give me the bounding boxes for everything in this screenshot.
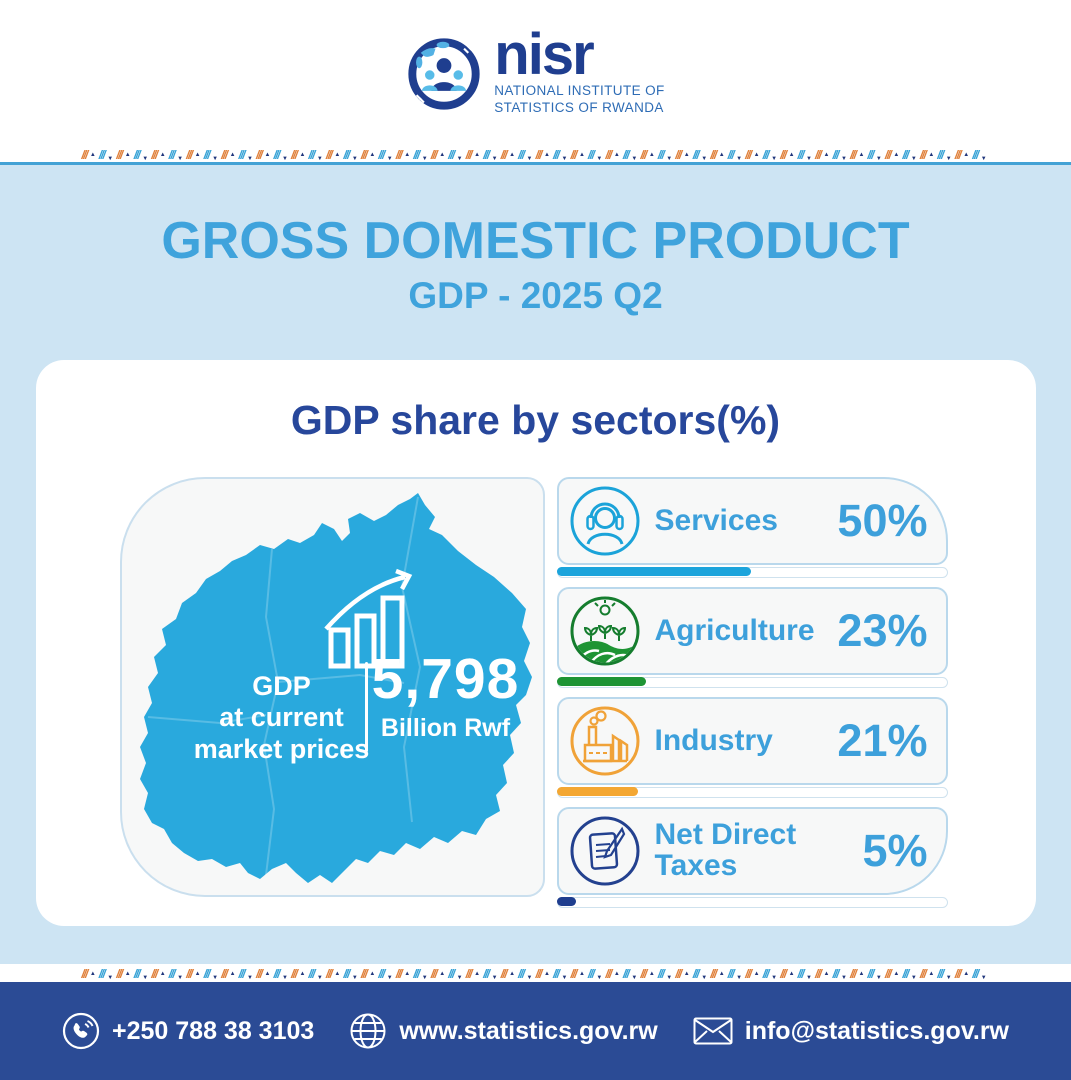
rwanda-map-icon (139, 493, 532, 883)
sector-list: Services 50% (556, 477, 948, 908)
envelope-icon (693, 1017, 733, 1045)
document-pen-icon (570, 816, 639, 886)
nisr-logo: nisr NATIONAL INSTITUTE OF STATISTICS OF… (406, 21, 665, 117)
sectors-card: GDP share by sectors(%) (35, 360, 1036, 926)
logo-text: nisr NATIONAL INSTITUTE OF STATISTICS OF… (494, 21, 665, 117)
footer-website: www.statistics.gov.rw (349, 1012, 658, 1050)
divider-rule-top (0, 162, 1071, 165)
progress-bar-agriculture (556, 677, 948, 688)
progress-bar-industry (556, 787, 948, 798)
gdp-label: GDP at current market prices (193, 671, 370, 764)
sector-row-agriculture: Agriculture 23% (556, 587, 948, 688)
card-heading: GDP share by sectors(%) (290, 397, 781, 443)
brand-name: nisr (494, 21, 594, 87)
nisr-globe-people-icon (408, 38, 480, 110)
bottom-band: ///▲///▼///▲///▼///▲///▼///▲///▼///▲///▼… (0, 964, 1071, 982)
growth-bar-chart-icon (323, 568, 412, 669)
phone-icon (62, 1012, 100, 1050)
progress-bar-services (556, 567, 948, 578)
growth-arrow-icon (323, 574, 406, 631)
factory-icon (570, 706, 639, 776)
footer-email: info@statistics.gov.rw (693, 1017, 1009, 1046)
header-band: nisr NATIONAL INSTITUTE OF STATISTICS OF… (0, 0, 1071, 148)
footer-bar: +250 788 38 3103 www.statistics.gov.rw (0, 982, 1071, 1080)
footer-phone: +250 788 38 3103 (62, 1012, 314, 1050)
page-title: GROSS DOMESTIC PRODUCT (161, 212, 910, 270)
district-borders (147, 496, 421, 876)
gdp-amount: 5,798 (371, 647, 520, 711)
card-content: GDP at current market prices 5,798 Billi… (36, 477, 1036, 908)
map-panel: GDP at current market prices 5,798 Billi… (119, 477, 545, 897)
gdp-unit: Billion Rwf (380, 714, 511, 742)
sector-row-net-direct-taxes: Net Direct Taxes 5% (556, 807, 948, 908)
org-name: NATIONAL INSTITUTE OF STATISTICS OF RWAN… (494, 83, 665, 116)
progress-bar-net-direct-taxes (556, 897, 948, 908)
value-divider (364, 662, 368, 752)
hero-section: GROSS DOMESTIC PRODUCT GDP - 2025 Q2 GDP… (0, 165, 1071, 964)
globe-icon (349, 1012, 387, 1050)
sector-row-industry: Industry 21% (556, 697, 948, 798)
page-subtitle: GDP - 2025 Q2 (408, 275, 663, 316)
headset-person-icon (570, 486, 639, 556)
border-pattern-top: ///▲///▼///▲///▼///▲///▼///▲///▼///▲///▼… (0, 148, 1071, 162)
gdp-value: 5,798 Billion Rwf (370, 651, 522, 743)
farm-field-icon (570, 596, 639, 666)
sector-row-services: Services 50% (556, 477, 948, 578)
border-pattern-bottom: ///▲///▼///▲///▼///▲///▼///▲///▼///▲///▼… (0, 967, 1071, 981)
